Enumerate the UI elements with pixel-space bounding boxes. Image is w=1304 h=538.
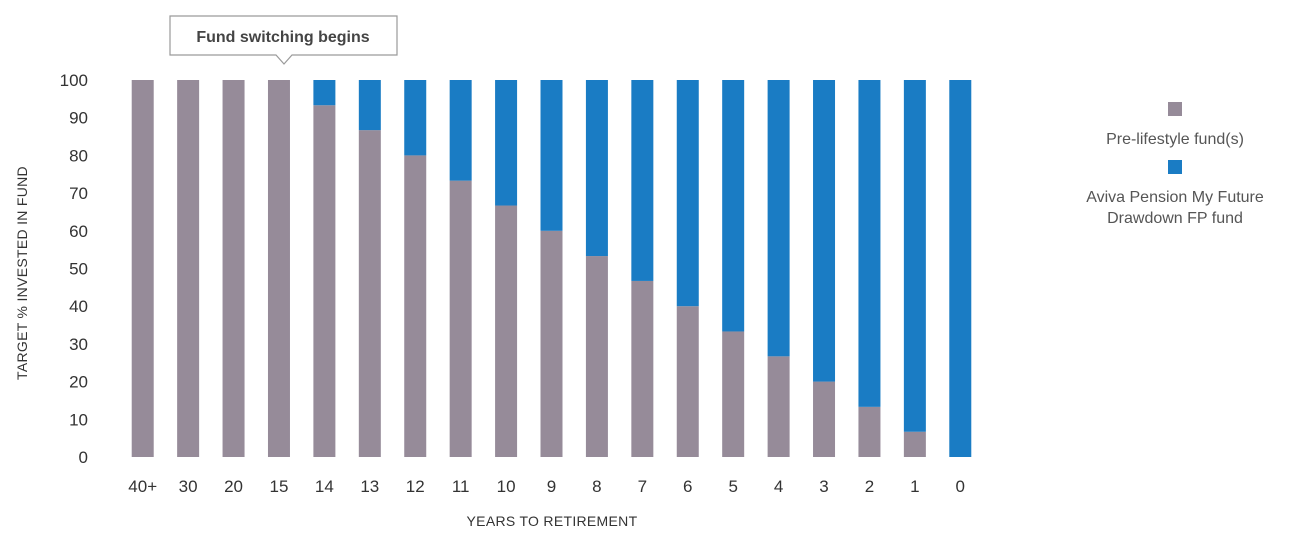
- bar-drawdown: [359, 80, 381, 130]
- bar-drawdown: [904, 80, 926, 432]
- y-tick-label: 20: [69, 373, 88, 392]
- y-tick-label: 30: [69, 335, 88, 354]
- bar-pre-lifestyle: [268, 80, 290, 457]
- x-tick-label: 12: [406, 477, 425, 496]
- bar-pre-lifestyle: [404, 155, 426, 457]
- bar-pre-lifestyle: [631, 281, 653, 457]
- x-tick-label: 8: [592, 477, 601, 496]
- bar-drawdown: [495, 80, 517, 206]
- bar-drawdown: [586, 80, 608, 256]
- legend-label-drawdown: Aviva Pension My Future Drawdown FP fund: [1050, 187, 1300, 229]
- x-axis-title: YEARS TO RETIREMENT: [467, 513, 638, 529]
- bars-group: [132, 80, 972, 457]
- y-tick-label: 50: [69, 260, 88, 279]
- bar-pre-lifestyle: [858, 407, 880, 457]
- x-tick-label: 6: [683, 477, 692, 496]
- bar-pre-lifestyle: [541, 231, 563, 457]
- bar-pre-lifestyle: [313, 105, 335, 457]
- bar-drawdown: [313, 80, 335, 105]
- legend-swatch-drawdown: [1168, 160, 1182, 174]
- x-tick-label: 4: [774, 477, 783, 496]
- y-tick-label: 80: [69, 146, 88, 165]
- bar-pre-lifestyle: [359, 130, 381, 457]
- bar-pre-lifestyle: [132, 80, 154, 457]
- legend: Pre-lifestyle fund(s) Aviva Pension My F…: [1050, 102, 1300, 239]
- y-axis-ticks: 0 10 20 30 40 50 60 70 80 90 100: [60, 71, 88, 467]
- bar-drawdown: [677, 80, 699, 306]
- bar-drawdown: [949, 80, 971, 457]
- bar-drawdown: [541, 80, 563, 231]
- bar-pre-lifestyle: [768, 356, 790, 457]
- y-tick-label: 90: [69, 109, 88, 128]
- x-tick-label: 11: [452, 477, 470, 496]
- y-tick-label: 0: [79, 448, 88, 467]
- x-tick-label: 13: [360, 477, 379, 496]
- x-tick-label: 9: [547, 477, 556, 496]
- legend-swatch-pre-lifestyle: [1168, 102, 1182, 116]
- x-tick-label: 20: [224, 477, 243, 496]
- x-tick-label: 3: [819, 477, 828, 496]
- x-tick-label: 10: [497, 477, 516, 496]
- x-tick-label: 1: [910, 477, 919, 496]
- bar-pre-lifestyle: [677, 306, 699, 457]
- bar-pre-lifestyle: [495, 206, 517, 457]
- bar-pre-lifestyle: [904, 432, 926, 457]
- y-tick-label: 40: [69, 297, 88, 316]
- y-tick-label: 100: [60, 71, 88, 90]
- x-tick-label: 40+: [128, 477, 157, 496]
- bar-drawdown: [858, 80, 880, 407]
- x-tick-label: 14: [315, 477, 334, 496]
- bar-drawdown: [813, 80, 835, 382]
- bar-pre-lifestyle: [813, 382, 835, 457]
- bar-pre-lifestyle: [722, 331, 744, 457]
- bar-drawdown: [450, 80, 472, 181]
- x-tick-label: 15: [270, 477, 289, 496]
- legend-label-pre-lifestyle: Pre-lifestyle fund(s): [1050, 129, 1300, 150]
- x-tick-label: 0: [956, 477, 965, 496]
- bar-pre-lifestyle: [450, 181, 472, 457]
- callout-text: Fund switching begins: [196, 29, 369, 46]
- bar-pre-lifestyle: [586, 256, 608, 457]
- y-tick-label: 60: [69, 222, 88, 241]
- x-tick-label: 5: [728, 477, 737, 496]
- legend-item-pre-lifestyle: Pre-lifestyle fund(s): [1050, 102, 1300, 150]
- bar-pre-lifestyle: [223, 80, 245, 457]
- y-axis-title: TARGET % INVESTED IN FUND: [14, 166, 30, 380]
- bar-drawdown: [768, 80, 790, 356]
- bar-pre-lifestyle: [177, 80, 199, 457]
- x-tick-label: 2: [865, 477, 874, 496]
- bar-drawdown: [404, 80, 426, 155]
- y-tick-label: 10: [69, 410, 88, 429]
- x-tick-label: 30: [179, 477, 198, 496]
- legend-item-drawdown: Aviva Pension My Future Drawdown FP fund: [1050, 160, 1300, 229]
- fund-switching-callout: Fund switching begins: [170, 16, 397, 64]
- bar-drawdown: [722, 80, 744, 331]
- y-tick-label: 70: [69, 184, 88, 203]
- bar-drawdown: [631, 80, 653, 281]
- x-axis-ticks: 40+ 30 20 15 14 13 12 11 10 9 8 7 6 5 4 3 2 1 0: [128, 477, 965, 496]
- x-tick-label: 7: [638, 477, 647, 496]
